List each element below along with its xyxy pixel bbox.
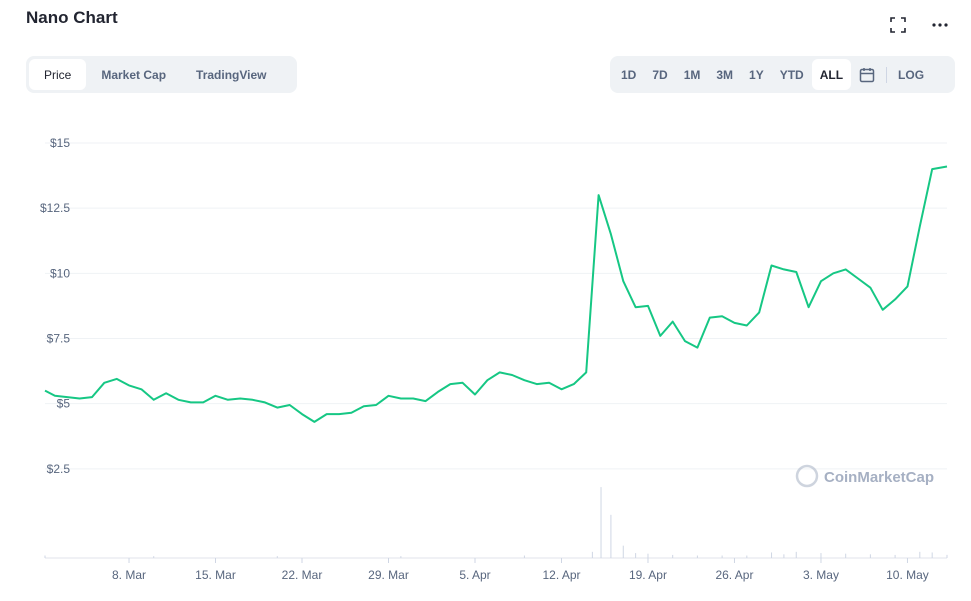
x-tick-label: 12. Apr	[542, 568, 580, 582]
range-all[interactable]: ALL	[811, 59, 852, 90]
x-tick-label: 29. Mar	[368, 568, 409, 582]
tab-price[interactable]: Price	[29, 59, 87, 90]
log-toggle[interactable]: LOG	[898, 67, 925, 82]
range-3m[interactable]: 3M	[716, 67, 734, 82]
y-tick-label: $10	[50, 266, 70, 280]
x-tick-label: 10. May	[886, 568, 929, 582]
y-tick-label: $2.5	[47, 462, 71, 476]
y-tick-label: $7.5	[47, 332, 71, 346]
chart-title: Nano Chart	[26, 8, 118, 27]
x-tick-label: 3. May	[803, 568, 839, 582]
x-tick-label: 19. Apr	[629, 568, 667, 582]
range-1m[interactable]: 1M	[683, 67, 701, 82]
y-tick-label: $12.5	[40, 201, 70, 215]
range-selector: 1D 7D 1M 3M 1Y YTD ALL LOG	[610, 56, 955, 93]
range-7d[interactable]: 7D	[652, 67, 668, 82]
divider	[886, 66, 888, 83]
y-tick-label: $15	[50, 136, 70, 150]
top-icons	[889, 16, 949, 34]
x-tick-label: 8. Mar	[112, 568, 146, 582]
range-1d[interactable]: 1D	[621, 67, 637, 82]
x-tick-label: 5. Apr	[459, 568, 490, 582]
tab-tradingview[interactable]: TradingView	[196, 67, 267, 82]
more-icon[interactable]	[931, 16, 949, 34]
watermark-text: CoinMarketCap	[824, 469, 934, 486]
range-1y[interactable]: 1Y	[749, 67, 764, 82]
calendar-icon[interactable]	[851, 59, 883, 90]
x-tick-label: 15. Mar	[195, 568, 236, 582]
x-tick-label: 22. Mar	[282, 568, 323, 582]
x-tick-label: 26. Apr	[715, 568, 753, 582]
coinmarketcap-logo	[795, 464, 819, 488]
tab-market-cap[interactable]: Market Cap	[101, 67, 167, 82]
chart-type-tabs: Price Market Cap TradingView	[26, 56, 297, 93]
price-line	[44, 165, 948, 423]
range-ytd[interactable]: YTD	[779, 67, 804, 82]
y-tick-label: $5	[57, 397, 71, 411]
fullscreen-icon[interactable]	[889, 16, 907, 34]
